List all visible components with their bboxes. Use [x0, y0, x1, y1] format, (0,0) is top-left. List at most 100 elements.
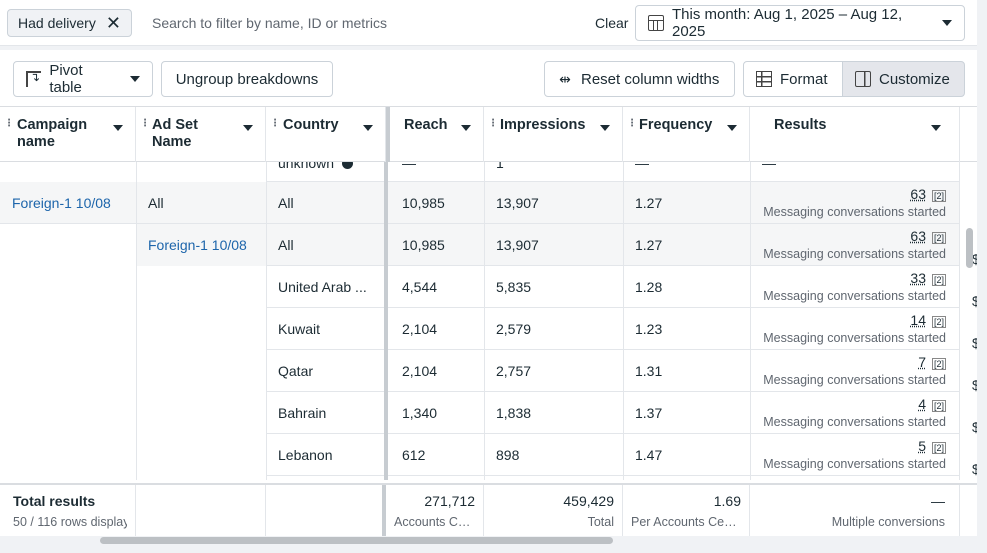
totals-results: — [931, 493, 945, 509]
table-row[interactable]: Foreign-1 10/08 All All 10,985 13,907 1.27 63 [… [0, 182, 960, 224]
format-button[interactable]: Format [743, 61, 843, 97]
table-row[interactable]: Qatar 2,104 2,757 1.31 7 [2] Messaging convers… [0, 350, 960, 392]
drag-handle-icon[interactable]: ⋮ [140, 118, 150, 129]
frequency-cell: 1.28 [635, 279, 663, 295]
campaign-cell[interactable] [0, 308, 136, 350]
results-type: Messaging conversations started [763, 415, 946, 429]
chevron-down-icon[interactable] [113, 125, 123, 131]
format-label: Format [780, 70, 828, 88]
frequency-cell: 1.47 [635, 447, 663, 463]
totals-country-cell [266, 485, 386, 536]
table-row[interactable]: Kuwait 2,104 2,579 1.23 14 [2] Messaging conve… [0, 308, 960, 350]
table-toolbar: Pivot table Ungroup breakdowns ⇹ Reset c… [0, 50, 977, 106]
results-number[interactable]: 14 [910, 312, 926, 328]
reach-cell: 4,544 [402, 279, 438, 295]
adset-header-line2: Name [152, 134, 192, 150]
info-icon[interactable] [342, 162, 354, 169]
ungroup-breakdowns-button[interactable]: Ungroup breakdowns [161, 61, 333, 97]
country-cell: Kuwait [278, 321, 321, 337]
campaign-cell[interactable] [0, 266, 136, 308]
table-row[interactable]: Foreign-1 10/08 All 10,985 13,907 1.27 63 [2] M… [0, 224, 960, 266]
chevron-down-icon[interactable] [461, 125, 471, 131]
impressions-cell: 13,907 [496, 195, 539, 211]
totals-impressions-cell: 459,429 Total [484, 485, 623, 536]
pivot-table-button[interactable]: Pivot table [13, 61, 153, 97]
results-type: Messaging conversations started [763, 205, 946, 219]
chevron-down-icon[interactable] [931, 125, 941, 131]
chevron-down-icon[interactable] [600, 125, 610, 131]
vertical-scrollbar[interactable] [966, 228, 973, 268]
close-icon[interactable]: ✕ [105, 13, 121, 33]
reach-cell: 2,104 [402, 363, 438, 379]
attribution-tag: [2] [931, 232, 946, 244]
results-value: 5 [2] Messaging conversations started [763, 438, 946, 471]
results-number[interactable]: 4 [918, 396, 926, 412]
reset-column-widths-button[interactable]: ⇹ Reset column widths [544, 61, 735, 97]
adset-cell [136, 308, 266, 350]
column-header-reach[interactable]: Reach [386, 107, 484, 162]
impressions-header: Impressions [500, 117, 586, 133]
totals-frequency: 1.69 [713, 493, 741, 509]
table-row[interactable]: Bahrain 1,340 1,838 1.37 4 [2] Messaging conve… [0, 392, 960, 434]
campaign-cell[interactable]: Foreign-1 10/08 [12, 195, 111, 211]
country-value: unknown [278, 155, 335, 171]
table-row[interactable]: Lebanon 612 898 1.47 5 [2] Messaging conversat… [0, 434, 960, 476]
column-header-ad-set-name[interactable]: ⋮ Ad Set Name [136, 107, 266, 162]
date-range-picker[interactable]: This month: Aug 1, 2025 – Aug 12, 2025 [635, 5, 965, 41]
campaign-cell[interactable] [0, 350, 136, 392]
campaign-cell[interactable] [0, 224, 136, 266]
customize-label: Customize [879, 70, 950, 88]
adset-cell: All [148, 195, 164, 211]
filter-chip[interactable]: Had delivery ✕ [7, 9, 132, 37]
adset-cell [136, 266, 266, 308]
column-header-country[interactable]: ⋮ Country [266, 107, 386, 162]
results-number[interactable]: 63 [910, 228, 926, 244]
column-header-results[interactable]: Results [750, 107, 960, 162]
results-number[interactable]: 33 [910, 270, 926, 286]
results-cell: 5 [2] Messaging conversations started [750, 434, 960, 476]
drag-handle-icon[interactable]: ⋮ [488, 118, 498, 129]
totals-results-sub: Multiple conversions [831, 515, 945, 529]
search-input[interactable] [152, 13, 552, 33]
campaign-cell[interactable] [0, 392, 136, 434]
country-cell: All [278, 195, 294, 211]
results-value: 63 [2] Messaging conversations started [763, 186, 946, 219]
results-value: 63 [2] Messaging conversations started [763, 228, 946, 261]
results-cell: 7 [2] Messaging conversations started [750, 350, 960, 392]
table-row[interactable]: United Arab ... 4,544 5,835 1.28 33 [2] Messag… [0, 266, 960, 308]
clear-button[interactable]: Clear [595, 15, 629, 31]
row-highlight [136, 224, 960, 266]
attribution-tag: [2] [931, 274, 946, 286]
reach-header: Reach [404, 117, 448, 133]
row-divider [266, 433, 960, 434]
impressions-cell: 2,579 [496, 321, 532, 337]
frozen-column-divider[interactable] [384, 162, 388, 480]
column-header-impressions[interactable]: ⋮ Impressions [484, 107, 623, 162]
column-header-frequency[interactable]: ⋮ Frequency [623, 107, 750, 162]
adset-cell[interactable]: Foreign-1 10/08 [148, 237, 247, 253]
column-header-campaign-name[interactable]: ⋮ Campaign name [0, 107, 136, 162]
frequency-cell: 1.27 [635, 237, 663, 253]
customize-button[interactable]: Customize [842, 61, 965, 97]
results-cell: 63 [2] Messaging conversations started [750, 224, 960, 266]
chevron-down-icon[interactable] [363, 125, 373, 131]
chevron-down-icon[interactable] [243, 125, 253, 131]
drag-handle-icon[interactable]: ⋮ [4, 118, 14, 129]
clipped-value: $ [972, 377, 977, 393]
chevron-down-icon[interactable] [727, 125, 737, 131]
horizontal-scrollbar[interactable] [100, 537, 613, 544]
results-number[interactable]: 7 [918, 354, 926, 370]
table-row-partial[interactable]: unknown — 1 — — [0, 155, 960, 182]
results-number[interactable]: 5 [918, 438, 926, 454]
drag-handle-icon[interactable]: ⋮ [270, 118, 280, 129]
adset-cell [136, 392, 266, 434]
results-value: 7 [2] Messaging conversations started [763, 354, 946, 387]
totals-frequency-cell: 1.69 Per Accounts Centre account [623, 485, 750, 536]
results-type: Messaging conversations started [763, 247, 946, 261]
drag-handle-icon[interactable]: ⋮ [627, 118, 637, 129]
impressions-cell: 2,757 [496, 363, 532, 379]
ungroup-breakdowns-label: Ungroup breakdowns [175, 70, 319, 88]
results-number[interactable]: 63 [910, 186, 926, 202]
campaign-cell[interactable] [0, 434, 136, 476]
attribution-tag: [2] [931, 442, 946, 454]
